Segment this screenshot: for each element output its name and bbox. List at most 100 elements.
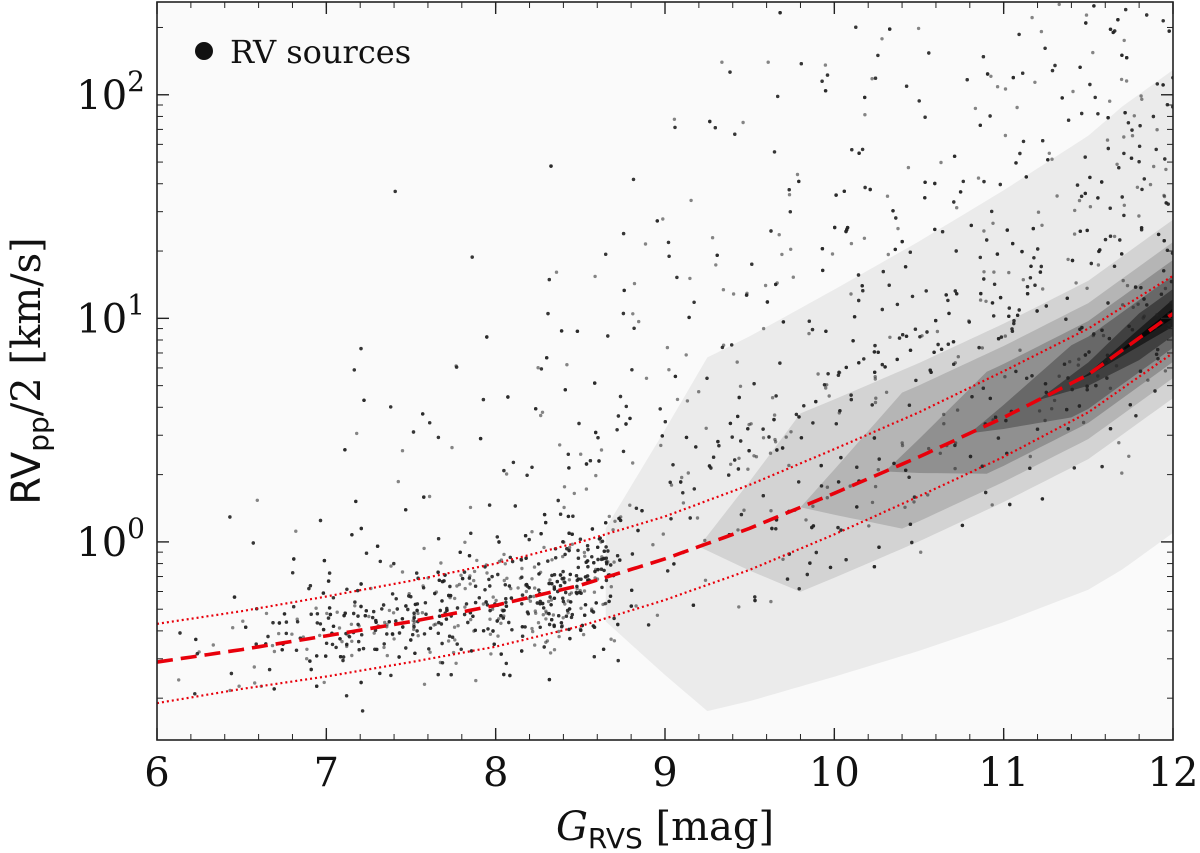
scatter-point [1121,278,1125,283]
scatter-point [924,289,928,293]
scatter-point [1030,374,1034,378]
scatter-point [462,612,467,617]
scatter-point [697,390,701,394]
scatter-point [615,428,619,432]
scatter-point [600,585,604,590]
scatter-point [900,443,905,448]
scatter-point [720,345,725,350]
scatter-point [488,632,493,636]
scatter-point [550,582,554,586]
scatter-point [389,673,393,678]
scatter-point [594,601,598,605]
scatter-point [728,70,732,74]
scatter-point [1107,359,1111,363]
x-tick-label: 10 [809,750,860,796]
scatter-point [1080,325,1084,330]
scatter-point [550,573,554,578]
scatter-point [953,443,957,448]
scatter-point [814,399,818,404]
scatter-point [357,648,361,652]
scatter-point [237,684,241,688]
scatter-point [1040,223,1044,227]
scatter-point [542,545,546,550]
scatter-point [1004,418,1008,423]
scatter-point [380,607,384,611]
scatter-point [552,623,556,627]
scatter-point [1062,362,1067,366]
scatter-point [382,645,386,650]
scatter-point [523,625,527,629]
y-tick-label: 101 [76,288,145,342]
scatter-point [1115,162,1119,166]
scatter-point [572,491,576,496]
scatter-point [953,289,957,293]
scatter-point [1043,382,1048,386]
scatter-point [1065,407,1069,412]
scatter-point [253,681,257,685]
scatter-point [1103,237,1108,242]
scatter-point [438,614,442,618]
scatter-point [673,374,678,379]
scatter-point [452,625,457,629]
scatter-point [1053,63,1057,68]
scatter-point [504,472,509,476]
scatter-point [492,642,496,646]
scatter-point [612,639,617,643]
scatter-point [378,671,382,676]
scatter-point [753,595,757,599]
scatter-point [421,412,425,416]
scatter-point [523,534,528,538]
scatter-point [592,590,597,594]
scatter-point [912,500,916,504]
scatter-point [567,607,572,611]
scatter-point [575,584,579,589]
scatter-point [434,622,438,626]
scatter-point [374,618,378,623]
scatter-point [1164,201,1168,205]
scatter-point [1021,139,1026,144]
scatter-point [981,55,986,59]
scatter-point [1105,353,1110,357]
scatter-point [819,484,824,488]
scatter-point [422,495,426,499]
scatter-point [292,557,296,561]
scatter-point [481,629,486,633]
scatter-point [1122,203,1127,207]
scatter-point [520,566,524,571]
scatter-point [1043,418,1047,423]
y-axis-label-sub: pp [22,416,55,452]
scatter-point [872,436,877,440]
scatter-point [1117,441,1121,445]
scatter-point [785,577,790,581]
scatter-point [938,451,942,455]
scatter-point [797,587,801,591]
scatter-point [960,523,965,528]
scatter-point [608,594,613,598]
scatter-point [561,599,566,604]
scatter-point [985,238,989,242]
scatter-point [961,179,965,184]
scatter-point [860,147,865,152]
scatter-point [412,625,416,629]
scatter-point [727,473,731,477]
scatter-point [834,422,838,426]
scatter-point [422,546,426,551]
scatter-point [266,634,270,639]
scatter-point [537,572,541,576]
scatter-point [552,648,557,652]
density-contour-level [800,242,1173,529]
scatter-point [1128,403,1133,407]
scatter-point [705,376,709,380]
scatter-point [389,564,393,568]
scatter-point [539,367,544,371]
scatter-point [530,465,534,469]
scatter-point [901,333,905,337]
scatter-point [823,63,828,67]
scatter-point [357,639,361,644]
scatter-point [578,537,583,541]
scatter-point [739,512,744,517]
x-tick-label: 9 [652,750,677,796]
scatter-point [675,275,679,280]
scatter-point [1124,7,1128,12]
scatter-point [548,595,552,599]
